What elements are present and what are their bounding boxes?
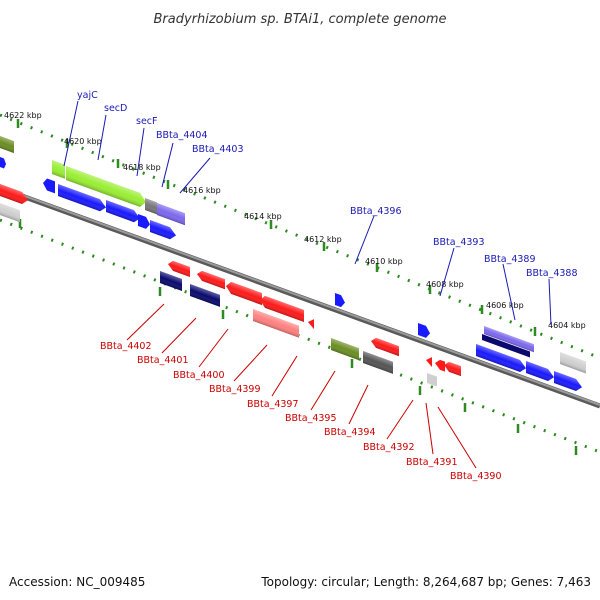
gene-feature[interactable] <box>0 184 28 206</box>
genome-backbone <box>0 185 600 409</box>
kbp-label: 4604 kbp <box>548 321 586 330</box>
gene-label[interactable]: BBta_4403 <box>192 144 244 155</box>
gene-feature[interactable] <box>435 358 445 372</box>
gene-feature[interactable] <box>335 293 345 309</box>
gene-feature[interactable] <box>363 351 393 374</box>
map-title: Bradyrhizobium sp. BTAi1, complete genom… <box>153 12 446 27</box>
gene-feature[interactable] <box>427 373 437 387</box>
gene-feature[interactable] <box>150 220 176 241</box>
gene-label[interactable]: BBta_4395 <box>285 413 337 424</box>
gene-label[interactable]: BBta_4397 <box>247 399 299 410</box>
kbp-label: 4606 kbp <box>486 301 524 310</box>
gene-feature[interactable] <box>138 214 150 230</box>
gene-feature[interactable] <box>58 184 106 213</box>
gene-feature[interactable] <box>106 200 140 224</box>
gene-feature[interactable] <box>476 344 526 374</box>
top-label-leaders <box>63 100 552 326</box>
gene-feature[interactable] <box>260 294 304 323</box>
gene-feature[interactable] <box>197 269 225 290</box>
kbp-label: 4622 kbp <box>4 111 42 120</box>
gene-label[interactable]: BBta_4391 <box>406 457 458 468</box>
gene-feature[interactable] <box>418 323 430 339</box>
gene-feature[interactable] <box>484 326 534 353</box>
gene-feature[interactable] <box>160 271 182 292</box>
gene-feature[interactable] <box>0 203 20 223</box>
kbp-label: 4614 kbp <box>244 212 282 221</box>
gene-label[interactable]: BBta_4389 <box>484 254 536 265</box>
gene-feature[interactable] <box>526 361 554 383</box>
gene-label[interactable]: BBta_4401 <box>137 355 189 366</box>
gene-feature[interactable] <box>0 136 14 154</box>
gene-label[interactable]: BBta_4402 <box>100 341 152 352</box>
kbp-label: 4616 kbp <box>183 186 221 195</box>
kbp-label: 4608 kbp <box>426 280 464 289</box>
gene-feature[interactable] <box>168 259 190 278</box>
accession-text: Accession: NC_009485 <box>9 575 145 589</box>
gene-feature[interactable] <box>145 198 157 215</box>
gene-feature[interactable] <box>190 284 220 307</box>
gene-feature[interactable] <box>43 177 55 194</box>
gene-label[interactable]: BBta_4388 <box>526 268 578 279</box>
forward-genes <box>0 136 586 393</box>
gene-label[interactable]: yajC <box>77 90 98 101</box>
gene-label[interactable]: BBta_4394 <box>324 427 376 438</box>
gene-feature[interactable] <box>52 160 65 179</box>
genome-summary-text: Topology: circular; Length: 8,264,687 bp… <box>260 575 591 589</box>
gene-label[interactable]: secD <box>104 103 127 114</box>
kbp-label: 4610 kbp <box>365 257 403 266</box>
gene-feature[interactable] <box>66 166 146 209</box>
gene-feature[interactable] <box>426 355 432 368</box>
gene-feature[interactable] <box>554 371 582 393</box>
gene-label[interactable]: BBta_4399 <box>209 384 261 395</box>
gene-feature[interactable] <box>331 338 359 361</box>
gene-feature[interactable] <box>560 352 586 374</box>
gene-label[interactable]: BBta_4404 <box>156 130 208 141</box>
bottom-label-leaders <box>126 303 477 469</box>
gene-label[interactable]: secF <box>136 116 157 127</box>
reverse-genes <box>0 184 461 387</box>
gene-feature[interactable] <box>253 309 299 338</box>
gene-feature[interactable] <box>371 336 399 357</box>
gene-label[interactable]: BBta_4392 <box>363 442 415 453</box>
kbp-label: 4620 kbp <box>64 137 102 146</box>
gene-feature[interactable] <box>482 334 530 358</box>
gene-feature[interactable] <box>157 203 185 226</box>
gene-feature[interactable] <box>444 360 461 377</box>
gene-label[interactable]: BBta_4390 <box>450 471 502 482</box>
kbp-label: 4618 kbp <box>123 163 161 172</box>
gene-label[interactable]: BBta_4400 <box>173 370 225 381</box>
gene-feature[interactable] <box>0 157 6 169</box>
gene-label[interactable]: BBta_4396 <box>350 206 402 217</box>
kbp-label: 4612 kbp <box>304 235 342 244</box>
gene-feature[interactable] <box>308 317 314 330</box>
gene-label[interactable]: BBta_4393 <box>433 237 485 248</box>
gene-feature[interactable] <box>226 280 262 306</box>
outer-tick-ring <box>0 113 600 360</box>
